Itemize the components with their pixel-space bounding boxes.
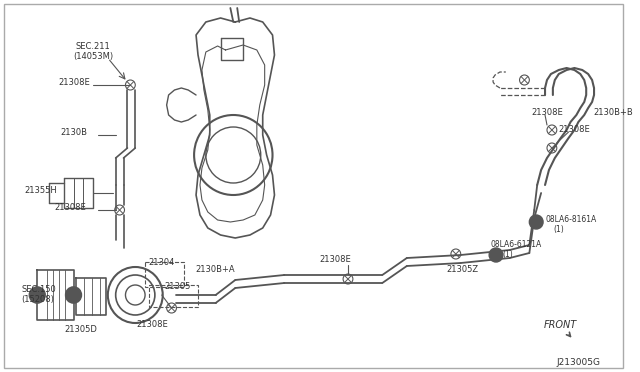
Text: 21305: 21305 <box>164 282 191 291</box>
Text: FRONT: FRONT <box>544 320 577 336</box>
Text: 21308E: 21308E <box>54 202 86 212</box>
Text: (14053M): (14053M) <box>73 52 113 61</box>
Text: B: B <box>534 217 539 223</box>
Text: 2130B+A: 2130B+A <box>196 265 236 274</box>
Text: 21355H: 21355H <box>24 186 57 195</box>
Text: 2130B: 2130B <box>61 128 88 137</box>
Text: SEC.150: SEC.150 <box>22 285 56 294</box>
Text: (15208): (15208) <box>22 295 54 304</box>
Bar <box>149 285 198 307</box>
Text: 08LA6-8161A: 08LA6-8161A <box>545 215 596 224</box>
Text: 21305D: 21305D <box>64 325 97 334</box>
Text: (1): (1) <box>554 225 564 234</box>
Circle shape <box>66 287 81 303</box>
Text: J213005G: J213005G <box>557 358 601 367</box>
Text: 08LA6-6121A: 08LA6-6121A <box>490 240 541 249</box>
Text: 21308E: 21308E <box>531 108 563 117</box>
Text: 21308E: 21308E <box>559 125 591 134</box>
Text: B: B <box>493 250 499 256</box>
Text: 21308E: 21308E <box>136 320 168 329</box>
Text: 2130B+B: 2130B+B <box>593 108 633 117</box>
Bar <box>145 262 184 287</box>
Circle shape <box>29 287 45 303</box>
Text: SEC.211: SEC.211 <box>76 42 111 51</box>
Text: 21308E: 21308E <box>319 255 351 264</box>
Text: 21304: 21304 <box>148 258 174 267</box>
Text: (1): (1) <box>502 250 513 259</box>
Circle shape <box>489 248 503 262</box>
Text: 21308E: 21308E <box>59 77 91 87</box>
Circle shape <box>529 215 543 229</box>
Text: 21305Z: 21305Z <box>446 265 478 274</box>
